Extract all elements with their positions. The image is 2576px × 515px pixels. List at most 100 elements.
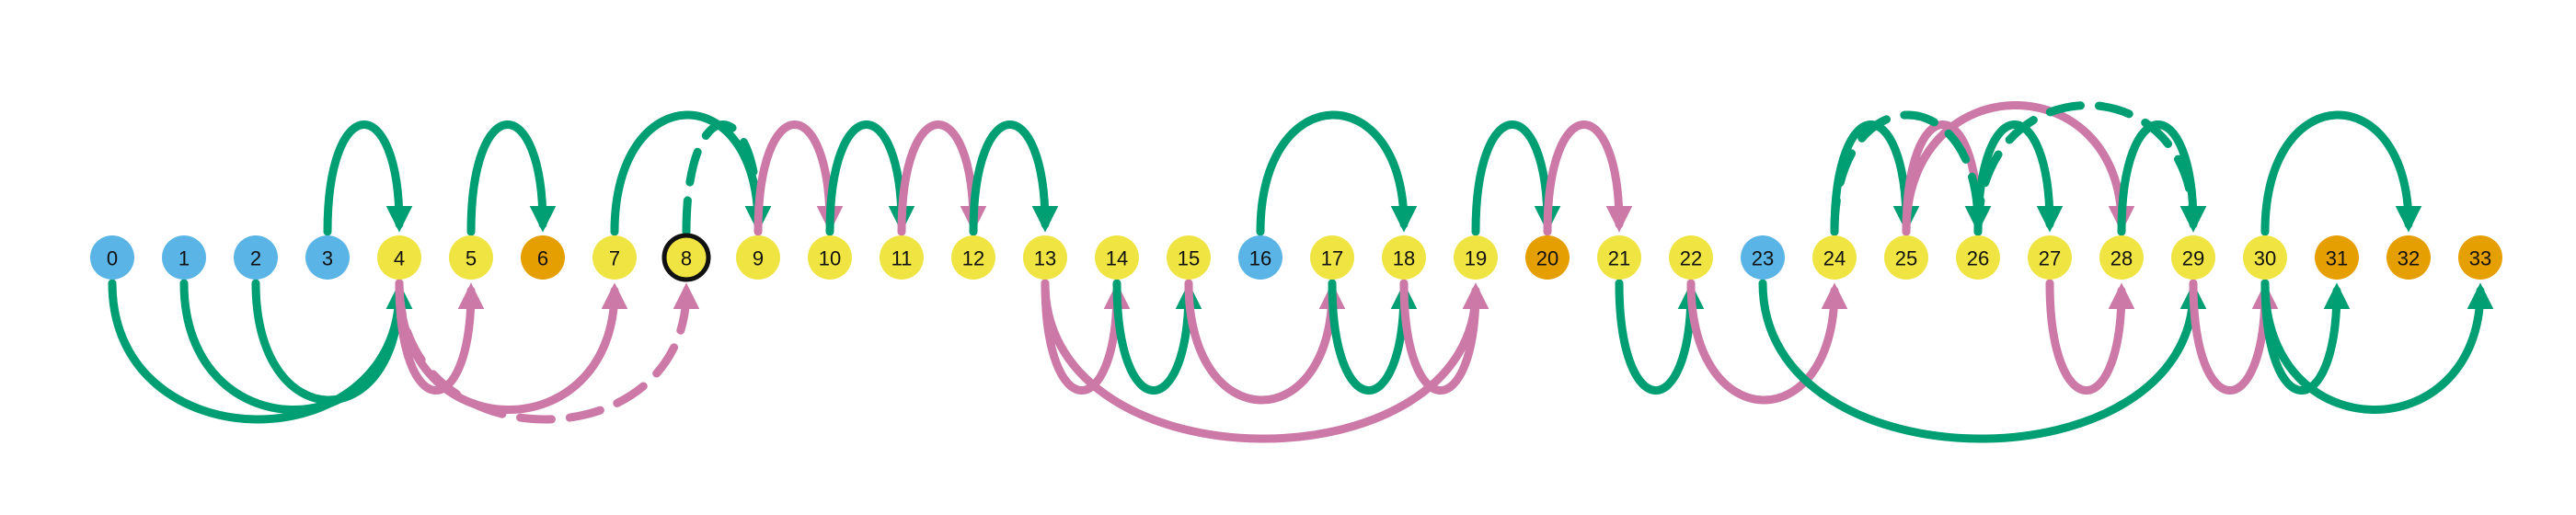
node-14: 14 <box>1095 235 1139 280</box>
node-11: 11 <box>880 235 924 280</box>
node-label-14: 14 <box>1106 247 1128 270</box>
arc-28-to-29 <box>2117 120 2207 236</box>
node-label-32: 32 <box>2398 247 2420 270</box>
node-label-28: 28 <box>2110 247 2133 270</box>
node-circle-26 <box>1956 235 2000 280</box>
node-30: 30 <box>2243 235 2287 280</box>
node-label-33: 33 <box>2469 247 2491 270</box>
node-label-24: 24 <box>1823 247 1846 270</box>
arc-16-to-18 <box>1256 110 1418 236</box>
node-circle-18 <box>1382 235 1426 280</box>
node-28: 28 <box>2099 235 2144 280</box>
node-circle-16 <box>1238 235 1282 280</box>
node-label-21: 21 <box>1608 247 1630 270</box>
node-1: 1 <box>162 235 206 280</box>
node-label-25: 25 <box>1895 247 1917 270</box>
node-10: 10 <box>808 235 852 280</box>
arc-17-to-18 <box>1328 279 1418 395</box>
arc-20-to-21 <box>1543 120 1633 236</box>
node-6: 6 <box>521 235 565 280</box>
node-label-11: 11 <box>891 247 913 270</box>
node-label-16: 16 <box>1249 247 1271 270</box>
node-23: 23 <box>1741 235 1785 280</box>
node-label-20: 20 <box>1536 247 1558 270</box>
node-label-18: 18 <box>1393 247 1415 270</box>
node-label-22: 22 <box>1680 247 1702 270</box>
node-label-15: 15 <box>1178 247 1200 270</box>
node-circle-33 <box>2458 235 2502 280</box>
node-circle-2 <box>234 235 278 280</box>
node-circle-21 <box>1597 235 1641 280</box>
node-26: 26 <box>1956 235 2000 280</box>
node-label-27: 27 <box>2039 247 2061 270</box>
node-label-26: 26 <box>1967 247 1989 270</box>
node-label-0: 0 <box>107 247 118 270</box>
node-12: 12 <box>951 235 995 280</box>
node-25: 25 <box>1884 235 1928 280</box>
node-circle-3 <box>305 235 350 280</box>
node-15: 15 <box>1167 235 1211 280</box>
node-circle-22 <box>1669 235 1713 280</box>
arc-26-to-29 <box>1973 101 2207 236</box>
node-circle-19 <box>1454 235 1498 280</box>
arc-2-to-4 <box>251 279 413 405</box>
node-circle-30 <box>2243 235 2287 280</box>
nodes-layer: 0 1 2 3 4 5 6 7 8 9 10 11 12 13 14 15 16 17 18 19 20 21 22 23 24… <box>90 233 2502 282</box>
node-circle-24 <box>1812 235 1857 280</box>
node-circle-1 <box>162 235 206 280</box>
node-circle-14 <box>1095 235 1139 280</box>
arc-3-to-4 <box>323 120 413 236</box>
arc-12-to-13 <box>969 120 1059 236</box>
node-label-19: 19 <box>1465 247 1487 270</box>
node-16: 16 <box>1238 235 1282 280</box>
node-label-17: 17 <box>1321 247 1343 270</box>
node-31: 31 <box>2315 235 2359 280</box>
node-circle-28 <box>2099 235 2144 280</box>
node-19: 19 <box>1454 235 1498 280</box>
arc-10-to-11 <box>825 120 915 236</box>
arc-13-to-19 <box>1041 279 1489 443</box>
node-0: 0 <box>90 235 134 280</box>
node-17: 17 <box>1310 235 1354 280</box>
node-circle-9 <box>736 235 780 280</box>
node-label-23: 23 <box>1752 247 1774 270</box>
node-circle-7 <box>592 235 637 280</box>
node-13: 13 <box>1023 235 1067 280</box>
node-label-4: 4 <box>394 247 405 270</box>
node-22: 22 <box>1669 235 1713 280</box>
node-20: 20 <box>1525 235 1570 280</box>
node-circle-12 <box>951 235 995 280</box>
node-label-12: 12 <box>962 247 984 270</box>
node-24: 24 <box>1812 235 1857 280</box>
arc-19-to-20 <box>1471 120 1561 236</box>
node-circle-10 <box>808 235 852 280</box>
arc-29-to-30 <box>2189 279 2279 395</box>
node-label-7: 7 <box>609 247 620 270</box>
node-label-9: 9 <box>753 247 764 270</box>
node-label-6: 6 <box>537 247 548 270</box>
arc-22-to-24 <box>1686 279 1848 405</box>
node-33: 33 <box>2458 235 2502 280</box>
arc-5-to-6 <box>466 120 557 236</box>
node-18: 18 <box>1382 235 1426 280</box>
node-9: 9 <box>736 235 780 280</box>
node-label-3: 3 <box>322 247 333 270</box>
node-label-2: 2 <box>250 247 261 270</box>
arc-14-to-15 <box>1112 279 1202 395</box>
arc-23-to-29 <box>1758 279 2207 443</box>
arc-4-to-8 <box>395 279 700 424</box>
node-label-13: 13 <box>1034 247 1056 270</box>
node-label-31: 31 <box>2326 247 2348 270</box>
node-label-29: 29 <box>2182 247 2204 270</box>
node-circle-4 <box>377 235 421 280</box>
node-circle-0 <box>90 235 134 280</box>
arc-24-to-26 <box>1830 110 1992 236</box>
node-32: 32 <box>2386 235 2431 280</box>
arc-8-to-9 <box>682 120 772 236</box>
node-circle-32 <box>2386 235 2431 280</box>
node-21: 21 <box>1597 235 1641 280</box>
node-circle-17 <box>1310 235 1354 280</box>
arc-27-to-28 <box>2045 279 2135 395</box>
node-8: 8 <box>661 233 711 282</box>
